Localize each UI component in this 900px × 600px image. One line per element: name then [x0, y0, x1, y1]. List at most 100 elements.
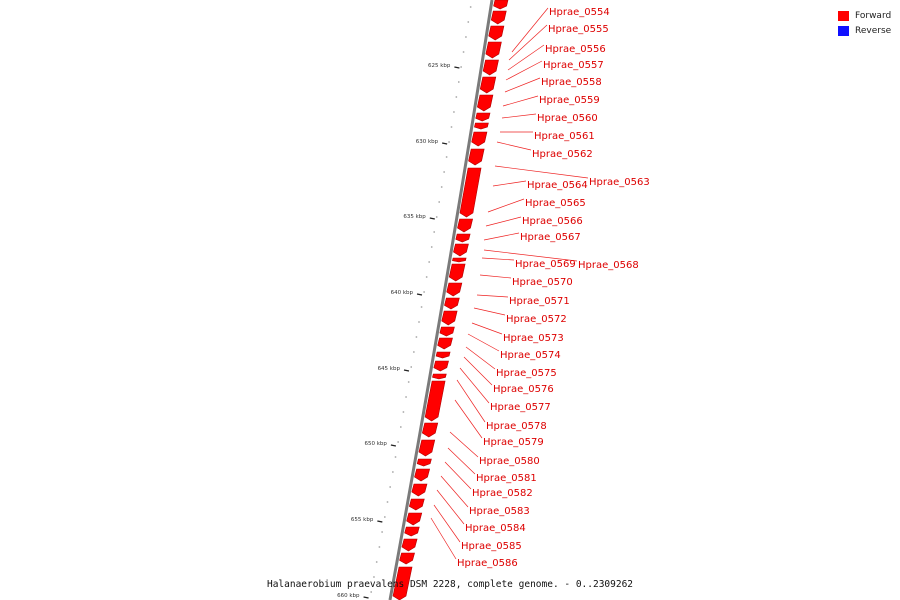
leader-line: [454, 399, 483, 439]
gene-label[interactable]: Hprae_0558: [541, 77, 602, 88]
tick-label: 650 kbp: [364, 441, 387, 447]
gene-block[interactable]: [416, 458, 432, 467]
gene-label[interactable]: Hprae_0577: [490, 402, 551, 413]
gene-block[interactable]: [435, 351, 451, 359]
gene-block[interactable]: [406, 512, 423, 526]
gene-block[interactable]: [411, 483, 428, 497]
gene-block[interactable]: [476, 94, 494, 112]
gene-block[interactable]: [485, 41, 502, 59]
gene-block[interactable]: [446, 282, 463, 297]
gene-label[interactable]: Hprae_0571: [509, 296, 570, 307]
gene-label[interactable]: Hprae_0563: [589, 177, 650, 188]
gene-label[interactable]: Hprae_0561: [534, 131, 595, 142]
legend-reverse-label: Reverse: [855, 25, 892, 36]
tick-label: 640 kbp: [391, 290, 414, 296]
tick-label: 655 kbp: [351, 517, 374, 523]
leader-line: [483, 232, 520, 241]
gene-block[interactable]: [399, 552, 415, 565]
gene-block[interactable]: [437, 337, 453, 350]
gene-label[interactable]: Hprae_0573: [503, 333, 564, 344]
gene-block[interactable]: [468, 148, 485, 166]
gene-label[interactable]: Hprae_0560: [537, 113, 598, 124]
gene-block[interactable]: [459, 167, 482, 218]
gene-block[interactable]: [474, 122, 489, 130]
gene-block[interactable]: [488, 25, 505, 41]
gene-block[interactable]: [448, 263, 466, 282]
gene-label[interactable]: Hprae_0559: [539, 95, 600, 106]
leader-line: [444, 461, 472, 490]
gene-label[interactable]: Hprae_0568: [578, 260, 639, 271]
gene-block[interactable]: [424, 380, 446, 422]
gene-block[interactable]: [433, 360, 449, 372]
tick-label: 645 kbp: [378, 366, 401, 372]
gene-label[interactable]: Hprae_0584: [465, 523, 526, 534]
leader-line: [479, 274, 512, 279]
gene-label[interactable]: Hprae_0572: [506, 314, 567, 325]
gene-block[interactable]: [475, 112, 491, 122]
gene-label[interactable]: Hprae_0575: [496, 368, 557, 379]
gene-label[interactable]: Hprae_0566: [522, 216, 583, 227]
leader-line: [496, 141, 532, 151]
gene-label[interactable]: Hprae_0567: [520, 232, 581, 243]
gene-block[interactable]: [452, 257, 467, 263]
gene-block[interactable]: [432, 373, 447, 380]
gene-label[interactable]: Hprae_0586: [457, 558, 518, 569]
gene-label[interactable]: Hprae_0556: [545, 44, 606, 55]
gene-block[interactable]: [471, 131, 488, 147]
tick-mark: [377, 520, 383, 523]
gene-label[interactable]: Hprae_0576: [493, 384, 554, 395]
gene-block[interactable]: [414, 468, 431, 482]
gene-block[interactable]: [479, 76, 497, 94]
leader-line: [507, 44, 545, 71]
gene-block[interactable]: [404, 526, 420, 537]
gene-label[interactable]: Hprae_0574: [500, 350, 561, 361]
gene-block[interactable]: [401, 538, 418, 552]
tick-mark: [454, 66, 460, 69]
gene-label[interactable]: Hprae_0562: [532, 149, 593, 160]
gene-block[interactable]: [444, 297, 460, 310]
gene-label[interactable]: Hprae_0569: [515, 259, 576, 270]
gene-label[interactable]: Hprae_0557: [543, 60, 604, 71]
gene-label[interactable]: Hprae_0565: [525, 198, 586, 209]
gene-label[interactable]: Hprae_0570: [512, 277, 573, 288]
gene-block[interactable]: [453, 243, 469, 257]
legend-forward-label: Forward: [855, 10, 892, 21]
gene-label[interactable]: Hprae_0578: [486, 421, 547, 432]
gene-label[interactable]: Hprae_0555: [548, 24, 609, 35]
gene-label[interactable]: Hprae_0582: [472, 488, 533, 499]
gene-label[interactable]: Hprae_0583: [469, 506, 530, 517]
gene-block[interactable]: [493, 0, 509, 10]
tick-label: 635 kbp: [403, 214, 426, 220]
gene-label[interactable]: Hprae_0585: [461, 541, 522, 552]
gene-block[interactable]: [457, 218, 474, 233]
gene-block[interactable]: [392, 566, 413, 600]
leader-line: [465, 346, 496, 370]
gene-label[interactable]: Hprae_0554: [549, 7, 610, 18]
leader-line: [471, 322, 503, 335]
gene-label[interactable]: Hprae_0581: [476, 473, 537, 484]
gene-block[interactable]: [490, 10, 507, 25]
gene-block[interactable]: [441, 310, 458, 326]
leader-line: [473, 307, 506, 316]
leader-line: [476, 294, 509, 298]
leader-line: [487, 198, 525, 213]
gene-block[interactable]: [482, 59, 499, 76]
tick-mark: [403, 369, 410, 372]
leader-line: [481, 257, 515, 261]
gene-label[interactable]: Hprae_0580: [479, 456, 540, 467]
leader-line: [505, 60, 543, 81]
gene-block[interactable]: [418, 439, 436, 457]
leader-line: [436, 489, 465, 525]
gene-block[interactable]: [455, 233, 471, 243]
gene-label[interactable]: Hprae_0564: [527, 180, 588, 191]
gene-label[interactable]: Hprae_0579: [483, 437, 544, 448]
leader-line: [501, 113, 537, 119]
gene-block[interactable]: [439, 326, 455, 337]
forward-swatch: [838, 10, 849, 21]
gene-block[interactable]: [421, 422, 439, 438]
leader-line: [485, 216, 522, 227]
gene-block[interactable]: [408, 498, 425, 511]
legend-reverse: Reverse: [838, 23, 891, 38]
tick-label: 625 kbp: [428, 63, 451, 69]
leader-line: [463, 356, 493, 386]
